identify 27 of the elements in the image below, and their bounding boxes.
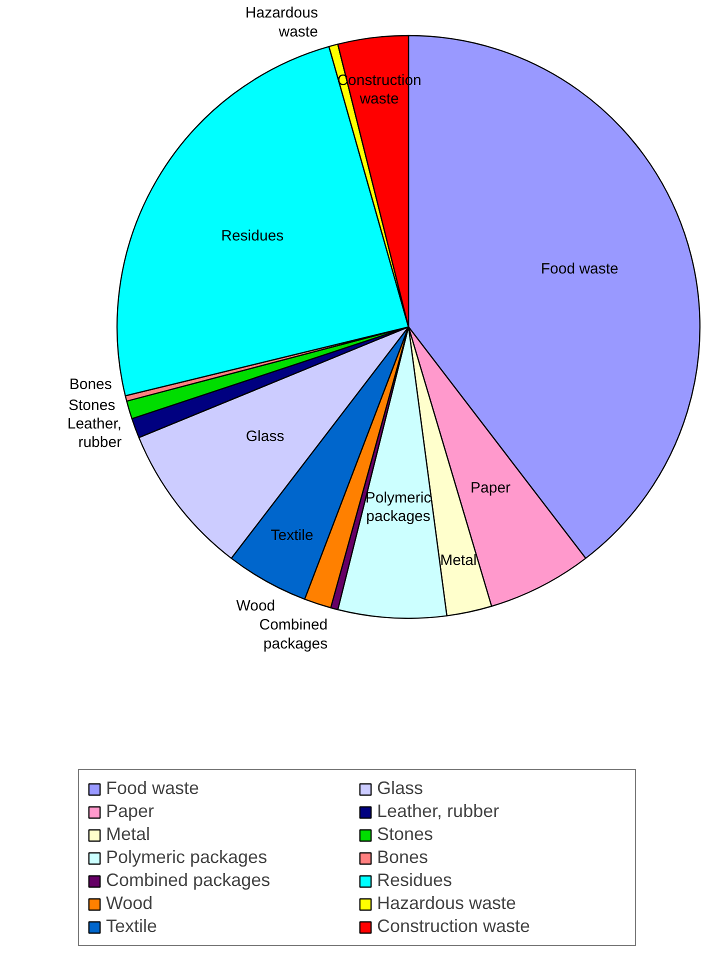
slice-label: Textile <box>270 527 314 544</box>
legend-label: Construction waste <box>377 916 532 937</box>
legend-label: Hazardous waste <box>377 893 518 914</box>
slice-label: Paper <box>470 479 511 496</box>
slice-label: Glass <box>246 428 284 446</box>
category-label: Bones <box>69 376 112 394</box>
slice-label: Leather, rubber <box>67 415 122 452</box>
slice-label: Residues <box>221 227 284 244</box>
slice-label: Combined packages <box>259 616 328 652</box>
legend-label: Leather, rubber <box>377 801 500 822</box>
legend-label: Combined packages <box>106 870 272 891</box>
legend-label: Food waste <box>106 778 200 799</box>
legend-label: Polymeric packages <box>106 847 268 868</box>
slice-label: Stones <box>68 396 116 414</box>
slice-label: Hazardous waste <box>245 4 318 40</box>
legend-label: Stones <box>377 824 434 845</box>
legend-label: Wood <box>106 893 154 914</box>
legend-label: Residues <box>377 870 454 891</box>
legend-label: Paper <box>106 801 156 822</box>
slice-label: Metal <box>440 552 477 570</box>
slice-label: Food waste <box>540 260 618 278</box>
legend-label: Bones <box>377 847 430 868</box>
legend-label: Glass <box>377 778 424 799</box>
category-label: Wood <box>236 597 276 614</box>
slice-label: Polymeric packages <box>365 489 432 526</box>
legend-label: Textile <box>106 916 158 937</box>
legend-label: Metal <box>106 824 152 845</box>
